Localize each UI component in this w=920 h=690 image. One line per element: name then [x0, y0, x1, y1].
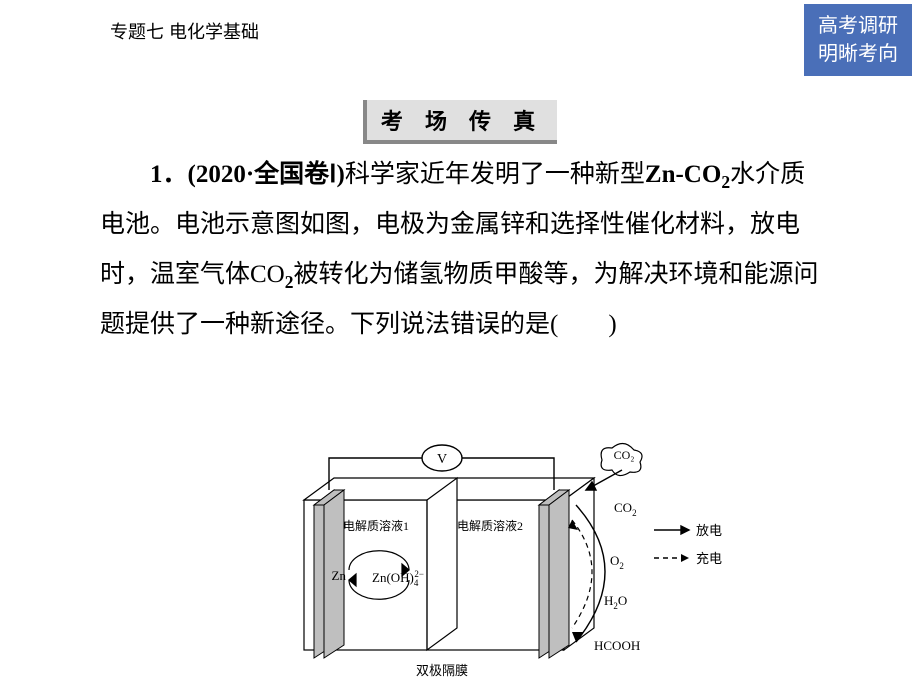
- q-p2a: Zn-CO: [645, 161, 721, 188]
- co2-label: CO2: [614, 500, 637, 518]
- q-number: 1．: [150, 161, 188, 188]
- co2-cloud-label: CO₂: [614, 448, 635, 462]
- charge-label: 充电: [696, 551, 722, 566]
- section-title-wrap: 考 场 传 真: [0, 100, 920, 144]
- solution1-label: 电解质溶液1: [343, 518, 409, 533]
- topic-header: 专题七 电化学基础: [110, 18, 259, 44]
- q-p1a: 科学家近年发明了一种新型: [345, 161, 645, 188]
- corner-badge: 高考调研 明晰考向: [804, 4, 912, 76]
- corner-line1: 高考调研: [818, 12, 898, 40]
- q-p2a-sub: 2: [721, 172, 730, 192]
- hcooh-label: HCOOH: [594, 638, 640, 653]
- discharge-label: 放电: [696, 523, 722, 538]
- battery-diagram: V 电解质溶液1 电解质溶液2 Zn Zn(OH)42− 双极隔膜 CO₂ CO…: [264, 430, 744, 680]
- voltmeter-label: V: [437, 452, 447, 467]
- solution2-label: 电解质溶液2: [457, 518, 523, 533]
- h2o-label: H2O: [604, 593, 627, 611]
- o2-label: O2: [610, 553, 624, 571]
- membrane-label: 双极隔膜: [416, 663, 468, 678]
- question-text: 1．(2020·全国卷Ⅰ)科学家近年发明了一种新型Zn-CO2水介质电池。电池示…: [100, 150, 820, 350]
- zn-label: Zn: [332, 568, 347, 583]
- q-source: (2020·全国卷Ⅰ): [188, 161, 345, 188]
- section-title: 考 场 传 真: [363, 100, 557, 144]
- corner-line2: 明晰考向: [818, 40, 898, 68]
